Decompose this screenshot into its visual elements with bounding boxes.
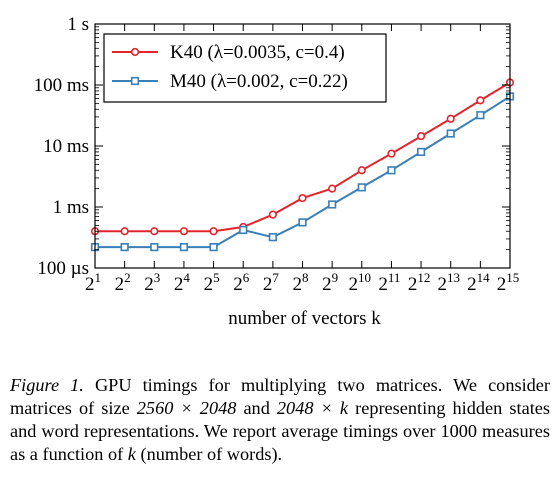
data-point — [298, 218, 307, 227]
series-1 — [90, 92, 515, 252]
x-tick-label: 29 — [322, 270, 338, 295]
x-tick-label: 21 — [85, 270, 101, 295]
figure-caption: Figure 1. GPU timings for multiplying tw… — [10, 374, 550, 466]
data-point — [416, 132, 426, 141]
data-point — [446, 129, 455, 138]
data-point — [239, 225, 248, 235]
caption-line4b: (number of words). — [135, 444, 283, 464]
ticks-layer: 21 22 23 24 25 26 27 28 29 210 211 212 213 214 215 100 … — [34, 14, 520, 295]
series-layer — [90, 78, 515, 252]
x-tick-label: 215 — [497, 270, 520, 295]
x-tick-label: 22 — [115, 270, 131, 295]
data-point — [416, 147, 426, 157]
caption-line2a: matrices of size — [10, 398, 137, 418]
caption-label: Figure 1. — [10, 375, 84, 395]
legend: K40 (λ=0.0035, c=0.4) M40 (λ=0.002, c=0.2… — [103, 33, 387, 103]
data-point — [150, 243, 159, 252]
legend-item-0: K40 (λ=0.0035, c=0.4) — [112, 42, 345, 63]
legend-box — [103, 33, 387, 103]
series-line — [95, 81, 511, 233]
caption-line2c: representing hidden — [348, 398, 503, 418]
data-point — [387, 166, 396, 175]
data-point — [328, 184, 337, 193]
legend-item-1: M40 (λ=0.002, c=0.22) — [112, 71, 348, 92]
data-point — [120, 243, 129, 252]
data-point — [476, 111, 485, 120]
timing-chart: 21 22 23 24 25 26 27 28 29 210 211 212 213 214 215 100 … — [34, 14, 520, 329]
plot-frame — [94, 23, 511, 269]
legend-marker — [130, 47, 140, 57]
x-tick-label: 210 — [349, 270, 372, 295]
x-tick-label: 23 — [144, 270, 160, 295]
legend-marker — [130, 76, 140, 86]
y-tick-label: 100 ms — [34, 75, 89, 96]
data-point — [446, 114, 455, 123]
x-tick-label: 212 — [408, 270, 431, 295]
x-tick-label: 213 — [437, 270, 460, 295]
data-point — [328, 200, 337, 209]
data-point — [357, 166, 366, 175]
data-point — [298, 193, 307, 203]
x-tick-label: 28 — [293, 270, 309, 295]
x-tick-label: 24 — [174, 270, 191, 295]
data-point — [209, 243, 218, 252]
caption-line4a: 1000 measures as a function of — [10, 421, 550, 464]
caption-line1: GPU timings for multiplying two matrices… — [83, 375, 550, 395]
y-tick-label: 1 ms — [53, 197, 89, 218]
data-point — [150, 227, 159, 236]
x-tick-label: 25 — [204, 270, 220, 295]
legend-label: K40 (λ=0.0035, c=0.4) — [170, 42, 345, 63]
x-tick-label: 26 — [233, 270, 250, 295]
x-tick-label: 214 — [467, 270, 490, 295]
series-0 — [90, 78, 515, 236]
legend-label: M40 (λ=0.002, c=0.22) — [170, 71, 348, 92]
data-point — [387, 149, 396, 158]
y-tick-label: 10 ms — [43, 136, 89, 157]
data-point — [357, 183, 366, 192]
caption-line2b: and — [236, 398, 277, 418]
x-axis-label: number of vectors k — [228, 308, 381, 329]
data-point — [179, 243, 189, 252]
data-point — [268, 233, 277, 242]
caption-math-k: k — [127, 444, 136, 464]
data-point — [209, 227, 218, 236]
y-tick-label: 1 s — [67, 14, 89, 35]
data-point — [476, 96, 485, 105]
caption-math-size1: 2560 × 2048 — [136, 398, 237, 418]
data-point — [120, 227, 129, 236]
data-point — [268, 210, 277, 219]
x-tick-label: 27 — [263, 270, 280, 295]
data-point — [179, 227, 189, 236]
caption-line3: states and word representations. We repo… — [10, 398, 551, 441]
caption-math-size2: 2048 × k — [276, 398, 349, 418]
x-tick-label: 211 — [378, 270, 400, 295]
y-tick-label: 100 µs — [37, 258, 89, 279]
